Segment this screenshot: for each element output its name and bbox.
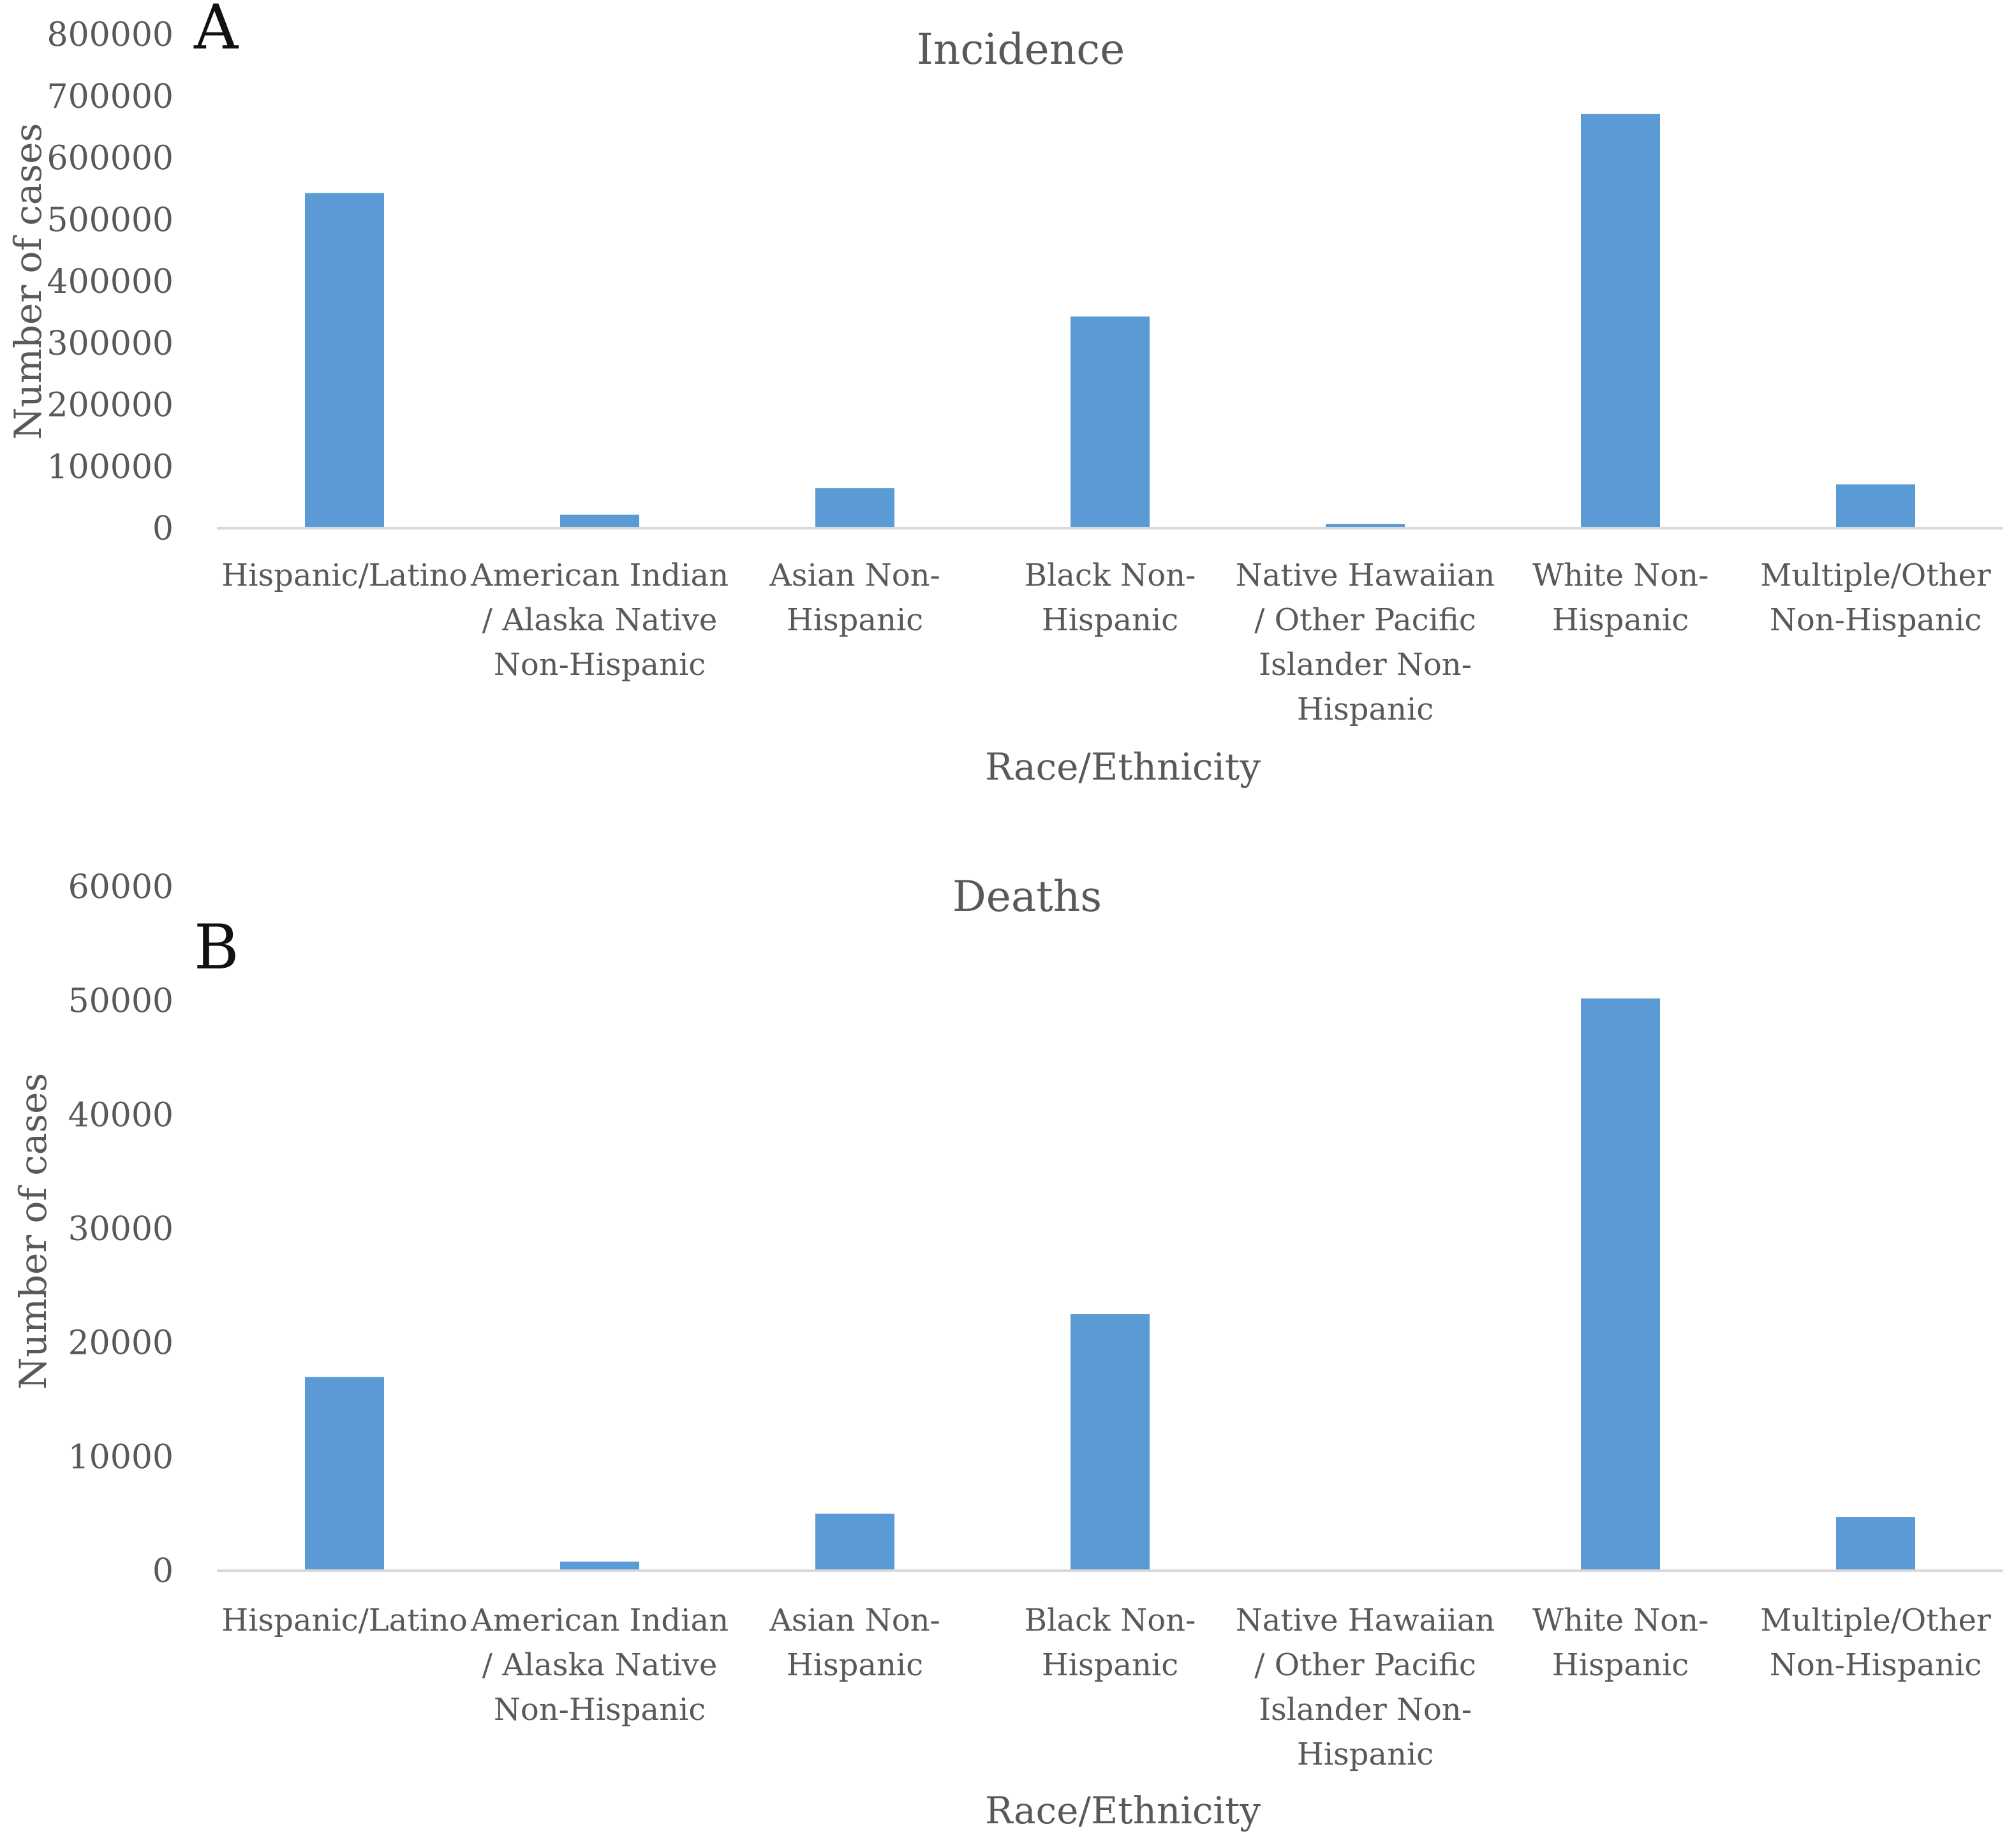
y-axis-title: Number of cases [11,1073,55,1389]
x-category-label-line: Non-Hispanic [1770,1647,1982,1683]
y-tick-label: 500000 [47,201,174,239]
x-category-label: Native Hawaiian / Other Pacific Islander N… [1236,558,1495,727]
y-tick-label: 100000 [47,448,174,486]
x-category-label-line: Native Hawaiian [1236,558,1495,593]
x-category-label: Hispanic/Latino [221,558,467,593]
bar [305,193,384,529]
x-category-label-line: White Non- [1532,1603,1709,1638]
x-category-label: Multiple/Other Non-Hispanic [1760,558,1991,638]
bar [1326,524,1405,528]
x-category-label: Asian Non- Hispanic [769,558,940,638]
bar [1836,484,1915,528]
x-category-label: Black Non- Hispanic [1025,1603,1196,1683]
bar [305,1377,384,1571]
y-tick-label: 200000 [47,387,174,425]
y-tick-label: 50000 [68,982,174,1021]
bar [1071,1314,1150,1571]
x-category-label-line: Islander Non- [1259,647,1472,683]
bar [815,488,894,528]
chart-title: Incidence [917,25,1125,74]
y-tick-label: 600000 [47,140,174,178]
y-tick-label: 40000 [68,1096,174,1134]
x-category-label: White Non- Hispanic [1532,558,1709,638]
y-axis-title: Number of cases [6,123,50,440]
x-axis-title: Race/Ethnicity [985,745,1261,789]
x-category-label-line: Hispanic [1042,1647,1178,1683]
x-category-label-line: / Alaska Native [482,602,717,638]
x-category-label-line: Hispanic [1297,692,1434,727]
x-category-label: Native Hawaiian / Other Pacific Islander N… [1236,1603,1495,1772]
x-category-label-line: Non-Hispanic [494,1692,706,1728]
x-category-label: Asian Non- Hispanic [769,1603,940,1683]
bar [1581,114,1660,528]
x-category-label-line: Islander Non- [1259,1692,1472,1728]
x-axis-title: Race/Ethnicity [985,1789,1261,1832]
x-category-label-line: Multiple/Other [1760,558,1991,593]
x-category-label: Multiple/Other Non-Hispanic [1760,1603,1991,1683]
x-category-label-line: Hispanic [787,1647,923,1683]
x-category-label: American Indian / Alaska Native Non-Hispan… [470,558,729,683]
incidence-chart: Incidence A 0 100000 200000 300000 400000 50000… [6,0,2003,789]
x-category-label-line: / Alaska Native [482,1647,717,1683]
bar [560,514,639,528]
x-category-label-line: Asian Non- [769,1603,940,1638]
x-category-label-line: Hispanic [1552,602,1689,638]
x-category-label-line: White Non- [1532,558,1709,593]
x-category-label-line: Black Non- [1025,1603,1196,1638]
y-tick-label: 0 [152,510,174,548]
x-category-label: American Indian / Alaska Native Non-Hispan… [470,1603,729,1728]
y-tick-label: 800000 [47,16,174,54]
bar [1836,1517,1915,1571]
y-tick-label: 20000 [68,1324,174,1363]
x-category-label-line: Non-Hispanic [494,647,706,683]
x-category-label-line: Hispanic [787,602,923,638]
x-category-label-line: Hispanic [1042,602,1178,638]
bar [1581,998,1660,1571]
y-tick-label: 30000 [68,1210,174,1249]
x-category-label-line: Hispanic [1297,1737,1434,1772]
bar [560,1561,639,1571]
x-category-label-line: American Indian [470,1603,729,1638]
x-category-label: Black Non- Hispanic [1025,558,1196,638]
deaths-chart: Deaths B 0 10000 20000 30000 40000 50000 60000 Hi… [11,868,2003,1832]
y-tick-label: 10000 [68,1438,174,1476]
x-category-label-line: American Indian [470,558,729,593]
x-category-label-line: Non-Hispanic [1770,602,1982,638]
x-category-label-line: Native Hawaiian [1236,1603,1495,1638]
x-category-label-line: Black Non- [1025,558,1196,593]
panel-label: B [194,912,239,983]
x-category-label-line: Hispanic/Latino [221,558,467,593]
y-tick-label: 0 [152,1552,174,1590]
y-tick-label: 300000 [47,325,174,363]
chart-title: Deaths [952,872,1102,921]
x-category-label-line: Multiple/Other [1760,1603,1991,1638]
x-category-label-line: Asian Non- [769,558,940,593]
panel-label: A [193,0,239,63]
y-tick-label: 400000 [47,263,174,301]
x-category-label: White Non- Hispanic [1532,1603,1709,1683]
x-category-label-line: / Other Pacific [1254,602,1476,638]
y-tick-label: 60000 [68,868,174,907]
y-tick-label: 700000 [47,78,174,116]
x-category-label: Hispanic/Latino [221,1603,467,1638]
x-category-label-line: Hispanic/Latino [221,1603,467,1638]
bar [1071,316,1150,528]
x-category-label-line: / Other Pacific [1254,1647,1476,1683]
bar [815,1513,894,1571]
x-category-label-line: Hispanic [1552,1647,1689,1683]
